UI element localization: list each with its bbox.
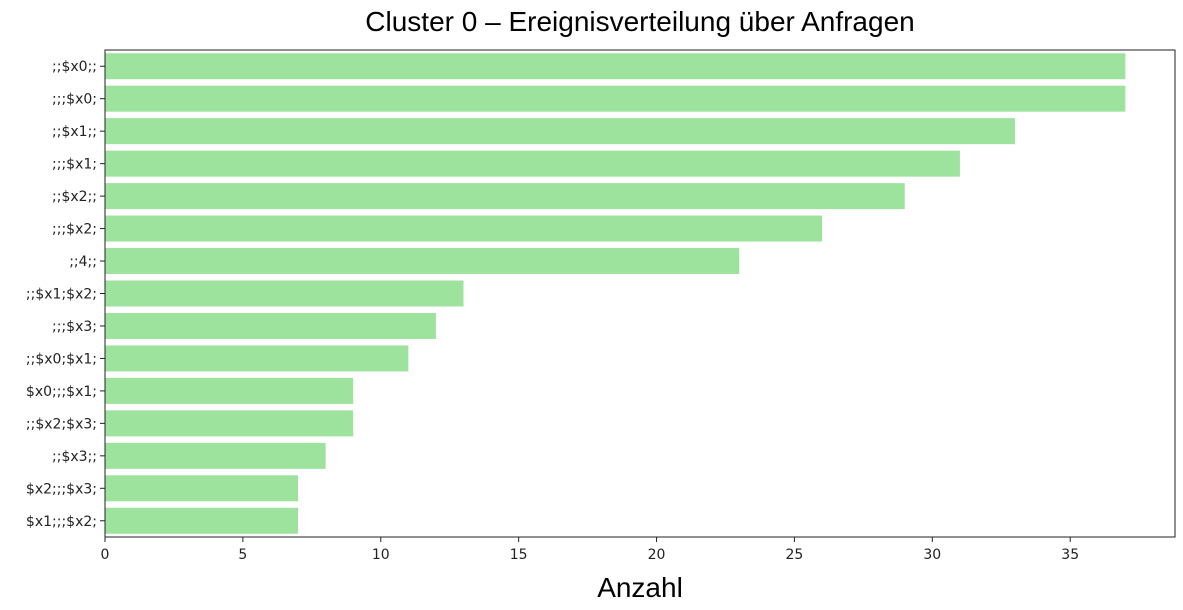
bar bbox=[105, 442, 326, 469]
x-tick-label: 20 bbox=[648, 547, 666, 563]
x-axis-label: Anzahl bbox=[597, 572, 683, 603]
y-tick-label: ;;;$x3; bbox=[52, 319, 97, 335]
bar bbox=[105, 118, 1016, 145]
bar bbox=[105, 280, 464, 307]
y-tick-label: ;;$x0;; bbox=[52, 59, 97, 75]
x-tick-label: 15 bbox=[510, 547, 528, 563]
y-tick-label: ;;;$x2; bbox=[52, 222, 97, 238]
bar bbox=[105, 85, 1126, 112]
x-tick-label: 35 bbox=[1061, 547, 1079, 563]
y-tick-label: ;;$x0;$x1; bbox=[26, 351, 97, 367]
bar bbox=[105, 150, 960, 177]
bar bbox=[105, 410, 354, 437]
x-tick-label: 5 bbox=[238, 547, 247, 563]
x-axis: 0 5 10 15 20 25 30 35 bbox=[101, 537, 1079, 563]
bar bbox=[105, 345, 409, 372]
x-tick-label: 25 bbox=[786, 547, 804, 563]
bar bbox=[105, 215, 823, 242]
y-tick-label: $x1;;;$x2; bbox=[26, 514, 97, 530]
y-tick-label: $x0;;;$x1; bbox=[26, 384, 97, 400]
x-tick-label: 10 bbox=[372, 547, 390, 563]
x-tick-label: 0 bbox=[101, 547, 110, 563]
bars-group bbox=[105, 53, 1126, 534]
y-axis: ;;$x0;; ;;;$x0; ;;$x1;; ;;;$x1; ;;$x2;; ;;;$x… bbox=[26, 59, 105, 530]
y-tick-label: ;;$x1;$x2; bbox=[26, 287, 97, 303]
y-tick-label: ;;;$x0; bbox=[52, 92, 97, 108]
y-tick-label: ;;$x2;; bbox=[52, 189, 97, 205]
chart-title: Cluster 0 – Ereignisverteilung über Anfr… bbox=[365, 6, 915, 37]
x-tick-label: 30 bbox=[923, 547, 941, 563]
y-tick-label: ;;;$x1; bbox=[52, 157, 97, 173]
y-tick-label: ;;$x3;; bbox=[52, 449, 97, 465]
bar bbox=[105, 183, 905, 210]
y-tick-label: $x2;;;$x3; bbox=[26, 481, 97, 497]
bar bbox=[105, 377, 354, 404]
y-tick-label: ;;$x2;$x3; bbox=[26, 416, 97, 432]
y-tick-label: ;;4;; bbox=[69, 254, 97, 270]
bar bbox=[105, 53, 1126, 80]
bar bbox=[105, 507, 299, 534]
bar bbox=[105, 312, 436, 339]
y-tick-label: ;;$x1;; bbox=[52, 124, 97, 140]
bar bbox=[105, 248, 740, 275]
bar bbox=[105, 475, 299, 502]
